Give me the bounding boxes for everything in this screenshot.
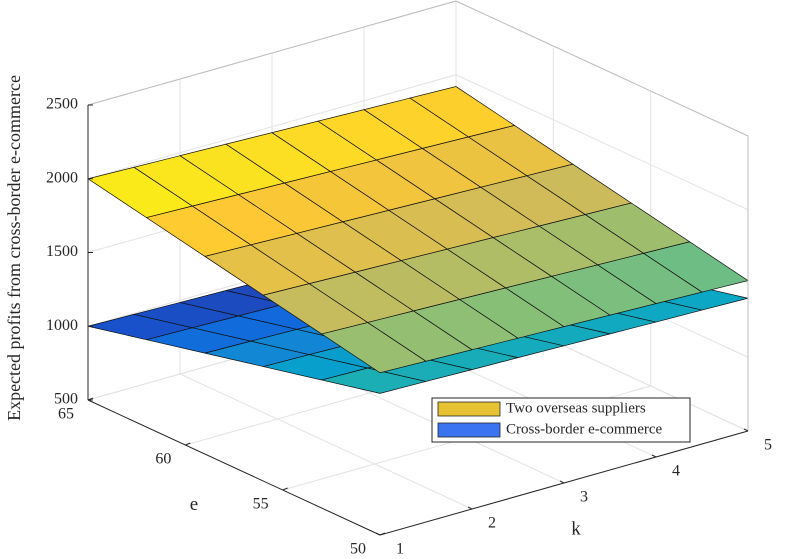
z-tick-label: 2500: [46, 96, 78, 113]
x-tick: [375, 532, 381, 536]
grid-line: [455, 74, 749, 211]
x-tick-label: 2: [488, 515, 496, 532]
y-tick: [282, 487, 288, 491]
grid-line: [87, 74, 457, 180]
legend-label: Cross-border e-commerce: [506, 421, 663, 437]
z-axis-label: Expected profits from cross-border e-com…: [4, 75, 24, 421]
y-tick-label: 60: [155, 451, 171, 468]
box-edge: [87, 0, 457, 106]
box-edge: [455, 0, 749, 137]
x-tick-label: 4: [672, 463, 680, 480]
x-axis-label: k: [571, 518, 581, 539]
y-tick-label: 50: [350, 541, 366, 558]
surfaces: [87, 86, 749, 394]
x-tick-label: 1: [396, 541, 404, 558]
x-tick: [559, 480, 565, 484]
y-tick-label: 55: [253, 496, 269, 513]
z-tick-label: 1500: [46, 243, 78, 260]
x-tick: [743, 428, 749, 432]
z-tick-label: 500: [54, 391, 78, 408]
grid-line: [179, 373, 473, 510]
legend-swatch: [437, 401, 501, 417]
x-tick-label: 3: [580, 489, 588, 506]
z-tick-label: 1000: [46, 317, 78, 334]
x-tick-label: 5: [764, 437, 772, 454]
x-tick: [651, 454, 657, 458]
y-axis-label: e: [190, 494, 198, 515]
y-axis: [87, 399, 381, 536]
y-tick-label: 65: [58, 406, 74, 423]
legend-label: Two overseas suppliers: [506, 400, 646, 416]
surface-facet: [409, 86, 516, 138]
y-tick: [185, 442, 191, 446]
surface: [87, 86, 749, 374]
y-tick: [379, 532, 386, 536]
legend-swatch: [437, 422, 501, 438]
z-tick-label: 2000: [46, 169, 78, 186]
x-tick: [467, 506, 473, 510]
legend: Two overseas suppliers Cross-border e-com…: [431, 397, 691, 443]
